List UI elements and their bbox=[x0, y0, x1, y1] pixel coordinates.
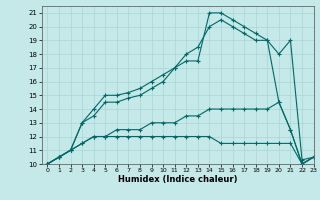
X-axis label: Humidex (Indice chaleur): Humidex (Indice chaleur) bbox=[118, 175, 237, 184]
